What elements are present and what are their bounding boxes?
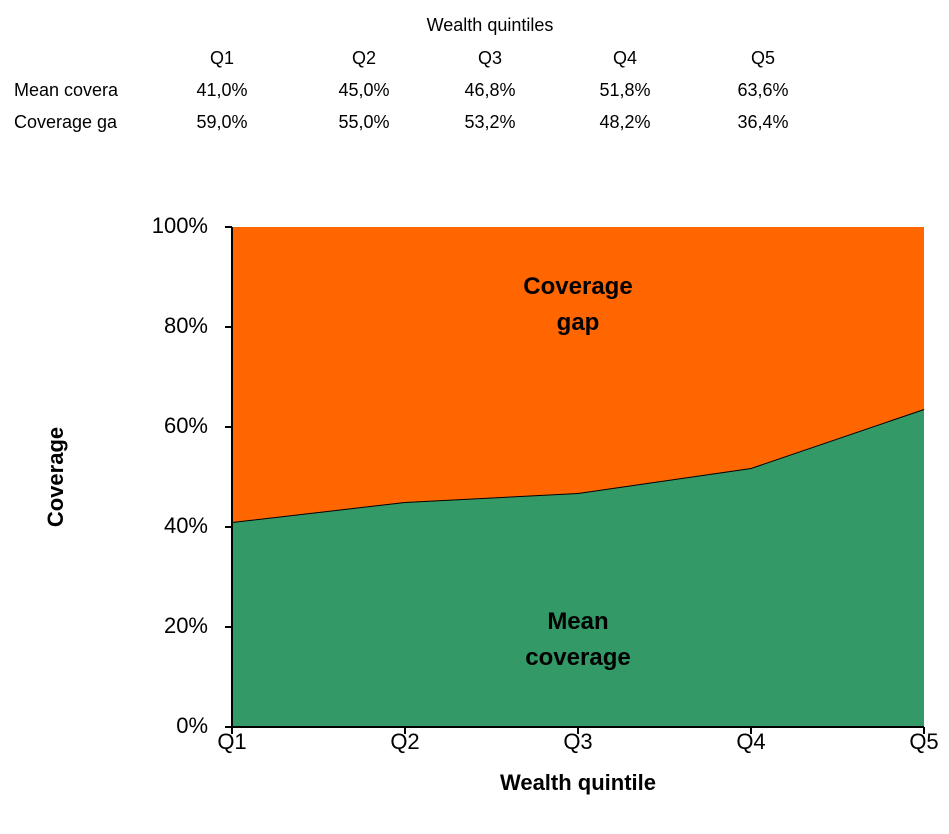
table-cell: 51,8% bbox=[599, 80, 651, 100]
column-header: Q2 bbox=[351, 48, 377, 68]
table-cell: 63,6% bbox=[737, 80, 789, 100]
column-header: Q4 bbox=[612, 48, 638, 68]
y-tick-label: 20% bbox=[164, 613, 208, 638]
y-tick-label: 40% bbox=[164, 513, 208, 538]
table-cell: 36,4% bbox=[737, 112, 789, 132]
row-label: Mean covera bbox=[14, 80, 119, 100]
table-cell: 55,0% bbox=[338, 112, 390, 132]
column-header: Q5 bbox=[750, 48, 776, 68]
area-label: Coverage gap bbox=[523, 273, 633, 336]
table-cell: 41,0% bbox=[196, 80, 248, 100]
y-axis-title: Coverage bbox=[43, 427, 68, 527]
table-cell: 53,2% bbox=[464, 112, 516, 132]
x-tick-label: Q1 bbox=[217, 729, 246, 754]
table-cell: 45,0% bbox=[338, 80, 390, 100]
column-header: Q1 bbox=[209, 48, 235, 68]
table-cell: 48,2% bbox=[599, 112, 651, 132]
table-cell: 59,0% bbox=[196, 112, 248, 132]
y-tick-label: 60% bbox=[164, 413, 208, 438]
y-tick-label: 80% bbox=[164, 313, 208, 338]
area-label: Mean coverage bbox=[525, 608, 631, 671]
area bbox=[232, 409, 924, 727]
y-tick-label: 0% bbox=[176, 713, 208, 738]
table-cell: 46,8% bbox=[464, 80, 516, 100]
x-axis-title: Wealth quintile bbox=[500, 770, 656, 795]
column-header: Q3 bbox=[477, 48, 503, 68]
data-table: Wealth quintiles Q1 Q2 Q3 Q4 Q5 Mean covera 41… bbox=[0, 0, 949, 150]
table-title: Wealth quintiles bbox=[426, 15, 554, 35]
row-label: Coverage ga bbox=[14, 112, 118, 132]
x-tick-label: Q5 bbox=[909, 729, 938, 754]
x-tick-label: Q3 bbox=[563, 729, 592, 754]
x-tick-label: Q2 bbox=[390, 729, 419, 754]
y-tick-label: 100% bbox=[152, 213, 208, 238]
x-tick-label: Q4 bbox=[736, 729, 765, 754]
area bbox=[232, 227, 924, 522]
